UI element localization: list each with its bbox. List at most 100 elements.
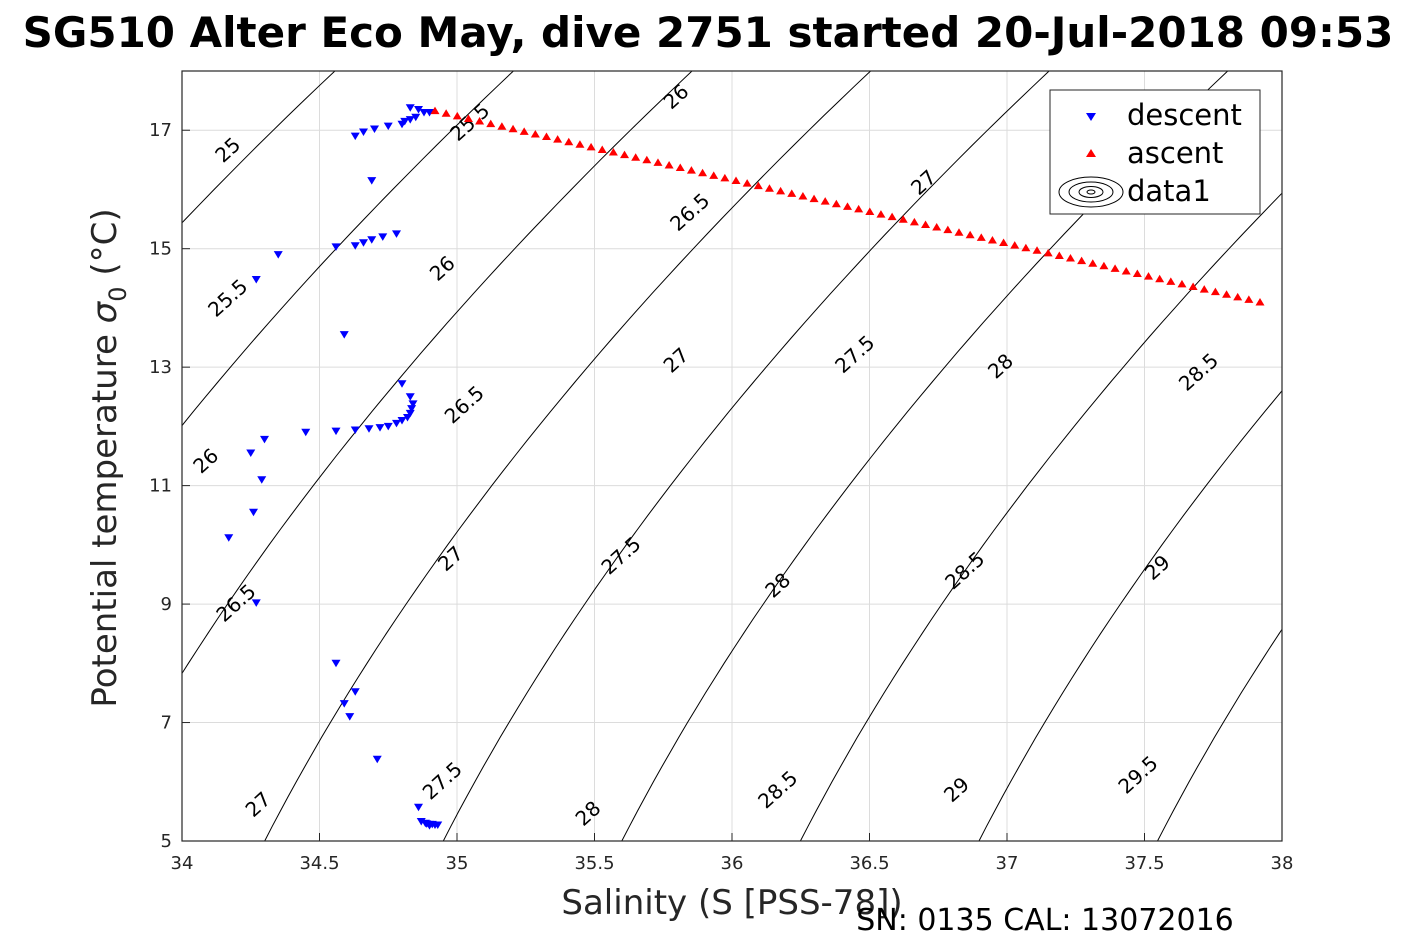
ascent-point — [620, 150, 630, 159]
ascent-point — [1099, 261, 1109, 270]
density-contour — [182, 71, 336, 224]
ascent-point — [597, 145, 607, 153]
ascent-point — [1199, 285, 1209, 293]
serial-calibration-note: SN: 0135 CAL: 13072016 — [856, 903, 1234, 938]
descent-point — [260, 435, 269, 444]
density-contour — [182, 71, 515, 427]
ascent-point — [541, 132, 551, 141]
y-tick-label: 9 — [161, 594, 172, 615]
descent-point — [339, 700, 349, 708]
descent-point — [414, 106, 423, 114]
ascent-point — [987, 235, 997, 244]
descent-point — [331, 427, 341, 436]
ascent-point — [943, 225, 953, 234]
ascent-point — [1244, 295, 1254, 303]
ascent-point — [1132, 269, 1142, 278]
density-contour — [978, 390, 1282, 841]
ascent-point — [1043, 248, 1053, 257]
ascent-point — [742, 179, 752, 187]
descent-point — [224, 534, 234, 542]
ascent-point — [898, 215, 908, 223]
descent-point — [257, 476, 267, 484]
ascent-point — [720, 173, 730, 182]
density-contour — [799, 192, 1282, 841]
descent-series — [224, 104, 443, 830]
ascent-point — [1155, 274, 1165, 283]
y-axis-label-symbol: σ — [85, 300, 125, 323]
ascent-point — [764, 184, 774, 192]
y-axis: 5 7 9 11 13 15 17 — [149, 120, 190, 852]
ascent-point — [820, 197, 830, 205]
descent-point — [359, 239, 368, 247]
ascent-point — [553, 135, 563, 143]
descent-point — [331, 243, 341, 251]
x-tick-label: 38 — [1271, 853, 1294, 874]
ascent-point — [698, 168, 708, 177]
density-contour — [264, 71, 872, 841]
descent-point — [367, 177, 377, 185]
ascent-point — [497, 122, 507, 130]
descent-point — [350, 242, 360, 250]
ascent-point — [441, 109, 451, 117]
ascent-point — [642, 155, 652, 164]
x-tick-label: 36 — [721, 853, 744, 874]
ascent-point — [921, 220, 931, 228]
y-tick-label: 11 — [149, 476, 172, 497]
descent-point — [403, 414, 412, 422]
ascent-point — [1177, 279, 1187, 288]
ascent-point — [664, 160, 674, 169]
descent-point — [425, 822, 434, 830]
ascent-point — [876, 210, 886, 218]
ascent-point — [1110, 264, 1120, 272]
density-contour — [182, 71, 693, 675]
ascent-point — [776, 186, 786, 195]
descent-point — [375, 424, 385, 432]
x-axis: 34 34.5 35 35.5 36 36.5 37 37.5 38 — [171, 833, 1294, 874]
legend-descent-marker — [1086, 113, 1096, 121]
descent-point — [405, 409, 415, 418]
descent-point — [367, 236, 377, 244]
ascent-point — [932, 223, 942, 231]
y-tick-label: 17 — [149, 120, 172, 141]
descent-point — [397, 380, 407, 388]
descent-point — [372, 755, 382, 764]
ascent-point — [463, 114, 473, 122]
descent-point — [350, 688, 360, 696]
ascent-point — [798, 192, 808, 200]
ascent-point — [1121, 266, 1131, 275]
x-tick-label: 37 — [996, 853, 1019, 874]
ascent-point — [452, 111, 462, 120]
descent-point — [411, 113, 421, 122]
legend-data1-label: data1 — [1127, 174, 1211, 208]
descent-point — [301, 428, 311, 437]
x-tick-label: 36.5 — [849, 853, 889, 874]
descent-point — [383, 422, 393, 431]
ascent-point — [854, 204, 864, 213]
ascent-point — [1166, 277, 1176, 285]
descent-point — [246, 449, 256, 458]
descent-point — [433, 821, 443, 830]
ascent-point — [1065, 254, 1075, 262]
ascent-point — [1054, 251, 1064, 259]
density-contour — [442, 71, 1050, 841]
ascent-point — [575, 140, 585, 148]
legend-ascent-marker — [1086, 149, 1096, 157]
ascent-point — [865, 207, 875, 216]
descent-point — [364, 425, 374, 433]
ascent-point — [1188, 282, 1198, 290]
ascent-point — [965, 230, 975, 239]
ascent-point — [1222, 290, 1232, 298]
ascent-point — [787, 189, 797, 197]
ascent-point — [1233, 292, 1243, 301]
ascent-point — [1010, 241, 1020, 249]
x-tick-label: 37.5 — [1124, 853, 1164, 874]
ascent-point — [976, 233, 986, 241]
y-tick-label: 5 — [161, 831, 172, 852]
y-axis-label-subscript: 0 — [104, 286, 132, 301]
descent-point — [392, 419, 401, 428]
descent-point — [251, 599, 261, 607]
ascent-point — [530, 129, 540, 138]
chart-title: SG510 Alter Eco May, dive 2751 started 2… — [23, 8, 1394, 57]
descent-point — [331, 659, 341, 668]
legend-descent-label: descent — [1127, 98, 1242, 132]
